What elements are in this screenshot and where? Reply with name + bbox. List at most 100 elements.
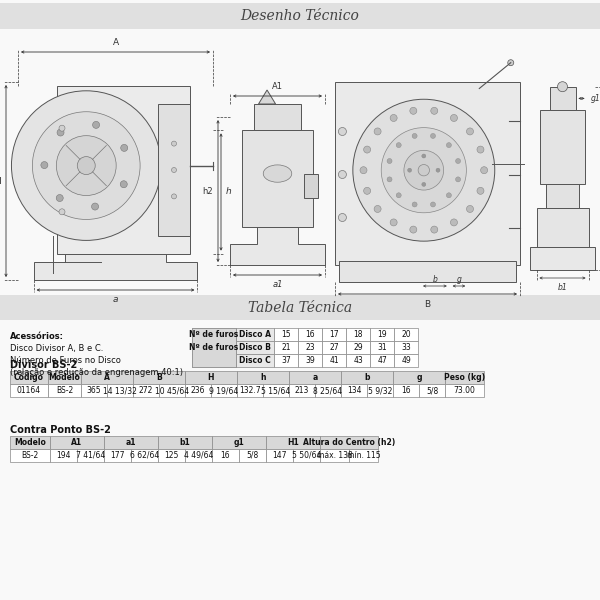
Bar <box>322 341 346 354</box>
Bar <box>185 449 212 462</box>
Bar <box>320 436 378 449</box>
Text: 132.7: 132.7 <box>239 386 261 395</box>
Text: 14 13/32: 14 13/32 <box>103 386 137 395</box>
Text: mín. 115: mín. 115 <box>347 451 380 460</box>
Text: 9 19/64: 9 19/64 <box>209 386 239 395</box>
Text: Código: Código <box>14 373 44 382</box>
Bar <box>57 86 190 254</box>
Bar <box>274 328 298 341</box>
Text: BS-2: BS-2 <box>22 451 38 460</box>
Polygon shape <box>230 226 325 265</box>
Circle shape <box>338 170 346 179</box>
Text: 10 45/64: 10 45/64 <box>155 386 189 395</box>
Bar <box>266 436 320 449</box>
Text: A1: A1 <box>71 438 83 447</box>
Text: a1: a1 <box>126 438 136 447</box>
Text: 16: 16 <box>401 386 411 395</box>
Bar <box>346 341 370 354</box>
Text: Disco B: Disco B <box>239 343 271 352</box>
Circle shape <box>451 219 457 226</box>
Text: Modelo: Modelo <box>49 373 80 382</box>
Circle shape <box>418 164 430 176</box>
Bar <box>48 371 81 384</box>
Text: 49: 49 <box>401 356 411 365</box>
Bar <box>530 247 595 270</box>
Bar <box>346 328 370 341</box>
Circle shape <box>431 107 438 115</box>
Text: 147: 147 <box>272 451 287 460</box>
Text: 16: 16 <box>221 451 230 460</box>
Text: b: b <box>433 275 437 284</box>
Text: Acessórios:: Acessórios: <box>10 332 64 341</box>
Text: máx. 138: máx. 138 <box>317 451 352 460</box>
Bar <box>394 341 418 354</box>
Text: a: a <box>113 295 118 304</box>
Text: 41: 41 <box>329 356 339 365</box>
Text: 5 50/64: 5 50/64 <box>292 451 321 460</box>
Bar <box>536 208 589 247</box>
Bar <box>445 371 484 384</box>
Bar <box>393 371 445 384</box>
Text: Modelo: Modelo <box>14 438 46 447</box>
Bar <box>419 384 445 397</box>
Polygon shape <box>259 90 275 104</box>
Text: 7 41/64: 7 41/64 <box>76 451 105 460</box>
Circle shape <box>404 151 443 190</box>
Bar <box>393 384 419 397</box>
Bar <box>335 82 520 265</box>
Text: b1: b1 <box>179 438 190 447</box>
Circle shape <box>353 99 495 241</box>
Bar <box>212 436 266 449</box>
Text: h: h <box>226 187 232 196</box>
Text: 31: 31 <box>377 343 387 352</box>
Text: A1: A1 <box>272 82 283 91</box>
Bar <box>254 104 301 130</box>
Text: A: A <box>104 373 110 382</box>
Bar <box>133 384 159 397</box>
Bar <box>274 341 298 354</box>
Bar <box>236 354 274 367</box>
Bar <box>298 341 322 354</box>
Text: 43: 43 <box>353 356 363 365</box>
Text: 194: 194 <box>56 451 71 460</box>
Text: 5 9/32: 5 9/32 <box>368 386 392 395</box>
Text: B: B <box>156 373 162 382</box>
Bar <box>211 384 237 397</box>
Bar <box>50 449 77 462</box>
Text: 15: 15 <box>281 330 291 339</box>
Text: 19: 19 <box>377 330 387 339</box>
Text: 33: 33 <box>401 343 411 352</box>
Circle shape <box>410 107 417 115</box>
Circle shape <box>455 177 461 182</box>
Bar <box>0 3 600 29</box>
Bar <box>237 371 289 384</box>
Text: Nº de furos: Nº de furos <box>190 343 239 352</box>
Circle shape <box>56 194 63 202</box>
Circle shape <box>387 158 392 164</box>
Bar <box>338 260 516 282</box>
Text: Tabela Técnica: Tabela Técnica <box>248 301 352 314</box>
Text: Altura do Centro (h2): Altura do Centro (h2) <box>303 438 395 447</box>
Bar <box>192 341 236 354</box>
Text: 8 25/64: 8 25/64 <box>313 386 343 395</box>
Text: 365: 365 <box>86 386 101 395</box>
Circle shape <box>172 141 176 146</box>
Bar <box>104 449 131 462</box>
Text: 16: 16 <box>305 330 315 339</box>
Bar <box>298 354 322 367</box>
Circle shape <box>57 129 64 136</box>
Circle shape <box>172 194 176 199</box>
Bar <box>263 384 289 397</box>
Text: 5 15/64: 5 15/64 <box>262 386 290 395</box>
Circle shape <box>11 91 161 241</box>
Text: H: H <box>208 373 214 382</box>
Bar <box>133 371 185 384</box>
Text: Contra Ponto BS-2: Contra Ponto BS-2 <box>10 425 111 435</box>
Text: 134: 134 <box>347 386 361 395</box>
Text: 29: 29 <box>353 343 363 352</box>
Circle shape <box>396 193 401 198</box>
Bar <box>192 354 236 367</box>
Text: a: a <box>313 373 317 382</box>
Text: 5/8: 5/8 <box>247 451 259 460</box>
Bar <box>10 449 50 462</box>
